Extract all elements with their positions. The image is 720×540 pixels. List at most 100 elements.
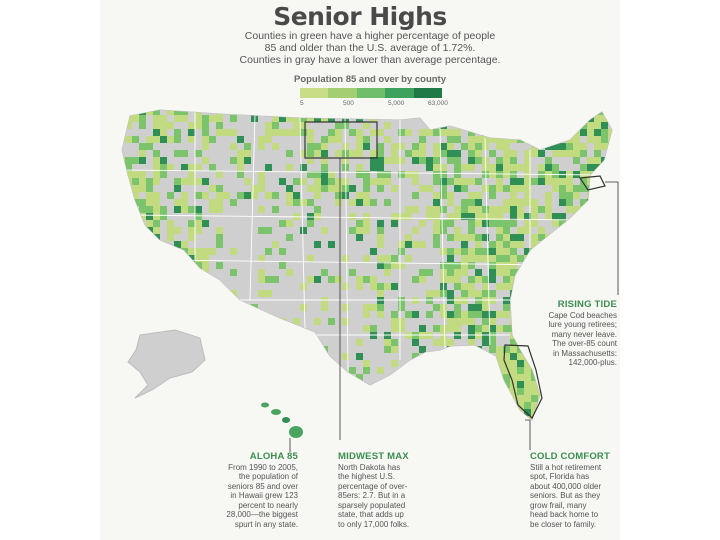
county-patch — [475, 388, 482, 395]
county-patch — [265, 157, 272, 164]
county-patch — [545, 185, 552, 192]
county-patch — [524, 290, 531, 297]
county-patch — [510, 416, 517, 420]
county-patch — [503, 122, 510, 129]
county-patch — [447, 325, 454, 332]
county-patch — [405, 136, 412, 143]
county-patch — [503, 409, 510, 416]
county-patch — [468, 304, 475, 311]
county-patch — [328, 360, 335, 367]
county-patch — [580, 164, 587, 171]
county-patch — [426, 311, 433, 318]
county-patch — [475, 227, 482, 234]
county-patch — [125, 262, 132, 269]
county-patch — [608, 199, 612, 206]
county-patch — [125, 283, 132, 290]
county-patch — [223, 381, 230, 388]
county-patch — [573, 192, 580, 199]
county-patch — [524, 206, 531, 213]
county-patch — [167, 262, 174, 269]
county-patch — [482, 178, 489, 185]
county-patch — [244, 360, 251, 367]
county-patch — [272, 234, 279, 241]
county-patch — [279, 311, 286, 318]
county-patch — [580, 213, 587, 220]
county-patch — [342, 318, 349, 325]
county-patch — [251, 199, 258, 206]
county-patch — [552, 178, 559, 185]
county-patch — [209, 129, 216, 136]
county-patch — [209, 304, 216, 311]
county-patch — [328, 318, 335, 325]
county-patch — [377, 297, 384, 304]
county-patch — [482, 318, 489, 325]
county-patch — [531, 241, 538, 248]
county-patch — [146, 409, 153, 416]
county-patch — [377, 206, 384, 213]
county-patch — [258, 206, 265, 213]
county-patch — [461, 416, 468, 420]
county-patch — [160, 213, 167, 220]
county-patch — [195, 290, 202, 297]
county-patch — [370, 129, 377, 136]
county-patch — [475, 206, 482, 213]
county-patch — [328, 304, 335, 311]
county-patch — [349, 283, 356, 290]
county-patch — [412, 199, 419, 206]
county-patch — [146, 423, 153, 430]
county-patch — [510, 241, 517, 248]
county-patch — [531, 283, 538, 290]
county-patch — [447, 199, 454, 206]
county-patch — [300, 416, 307, 420]
county-patch — [300, 206, 307, 213]
county-patch — [440, 110, 447, 115]
county-patch — [237, 199, 244, 206]
county-patch — [265, 199, 272, 206]
county-patch — [188, 262, 195, 269]
county-patch — [461, 346, 468, 353]
county-patch — [552, 409, 559, 416]
county-patch — [587, 241, 594, 248]
county-patch — [482, 367, 489, 374]
county-patch — [559, 164, 566, 171]
county-patch — [181, 409, 188, 416]
county-patch — [363, 416, 370, 420]
county-patch — [279, 381, 286, 388]
county-patch — [440, 227, 447, 234]
county-patch — [202, 304, 209, 311]
county-patch — [461, 248, 468, 255]
county-patch — [566, 416, 573, 420]
county-patch — [216, 248, 223, 255]
county-patch — [405, 185, 412, 192]
county-patch — [398, 367, 405, 374]
county-patch — [384, 227, 391, 234]
county-patch — [237, 241, 244, 248]
county-patch — [384, 395, 391, 402]
county-patch — [580, 136, 587, 143]
county-patch — [230, 248, 237, 255]
county-patch — [468, 255, 475, 262]
county-patch — [405, 311, 412, 318]
county-patch — [272, 248, 279, 255]
county-patch — [510, 353, 517, 360]
county-patch — [237, 423, 244, 430]
county-patch — [286, 178, 293, 185]
county-patch — [510, 213, 517, 220]
county-patch — [566, 122, 573, 129]
county-patch — [122, 220, 125, 227]
county-patch — [594, 241, 601, 248]
callout-rising-tide: RISING TIDE Cape Cod beaches lure young … — [535, 300, 618, 368]
county-patch — [272, 290, 279, 297]
county-patch — [391, 395, 398, 402]
county-patch — [223, 115, 230, 122]
county-patch — [328, 157, 335, 164]
county-patch — [545, 395, 552, 402]
legend-tick-63000: 63,000 — [428, 100, 448, 107]
county-patch — [307, 283, 314, 290]
county-patch — [503, 304, 510, 311]
county-patch — [370, 416, 377, 420]
county-patch — [433, 241, 440, 248]
county-patch — [174, 157, 181, 164]
county-patch — [209, 374, 216, 381]
county-patch — [517, 304, 524, 311]
